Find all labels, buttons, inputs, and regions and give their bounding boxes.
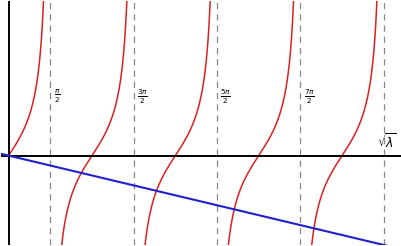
Text: $\frac{\pi}{2}$: $\frac{\pi}{2}$ xyxy=(53,88,60,105)
Text: $\sqrt{\lambda}$: $\sqrt{\lambda}$ xyxy=(377,132,396,151)
Text: $\frac{7\pi}{2}$: $\frac{7\pi}{2}$ xyxy=(303,88,314,106)
Text: $\frac{5\pi}{2}$: $\frac{5\pi}{2}$ xyxy=(220,88,231,106)
Text: $\frac{3\pi}{2}$: $\frac{3\pi}{2}$ xyxy=(136,88,148,106)
